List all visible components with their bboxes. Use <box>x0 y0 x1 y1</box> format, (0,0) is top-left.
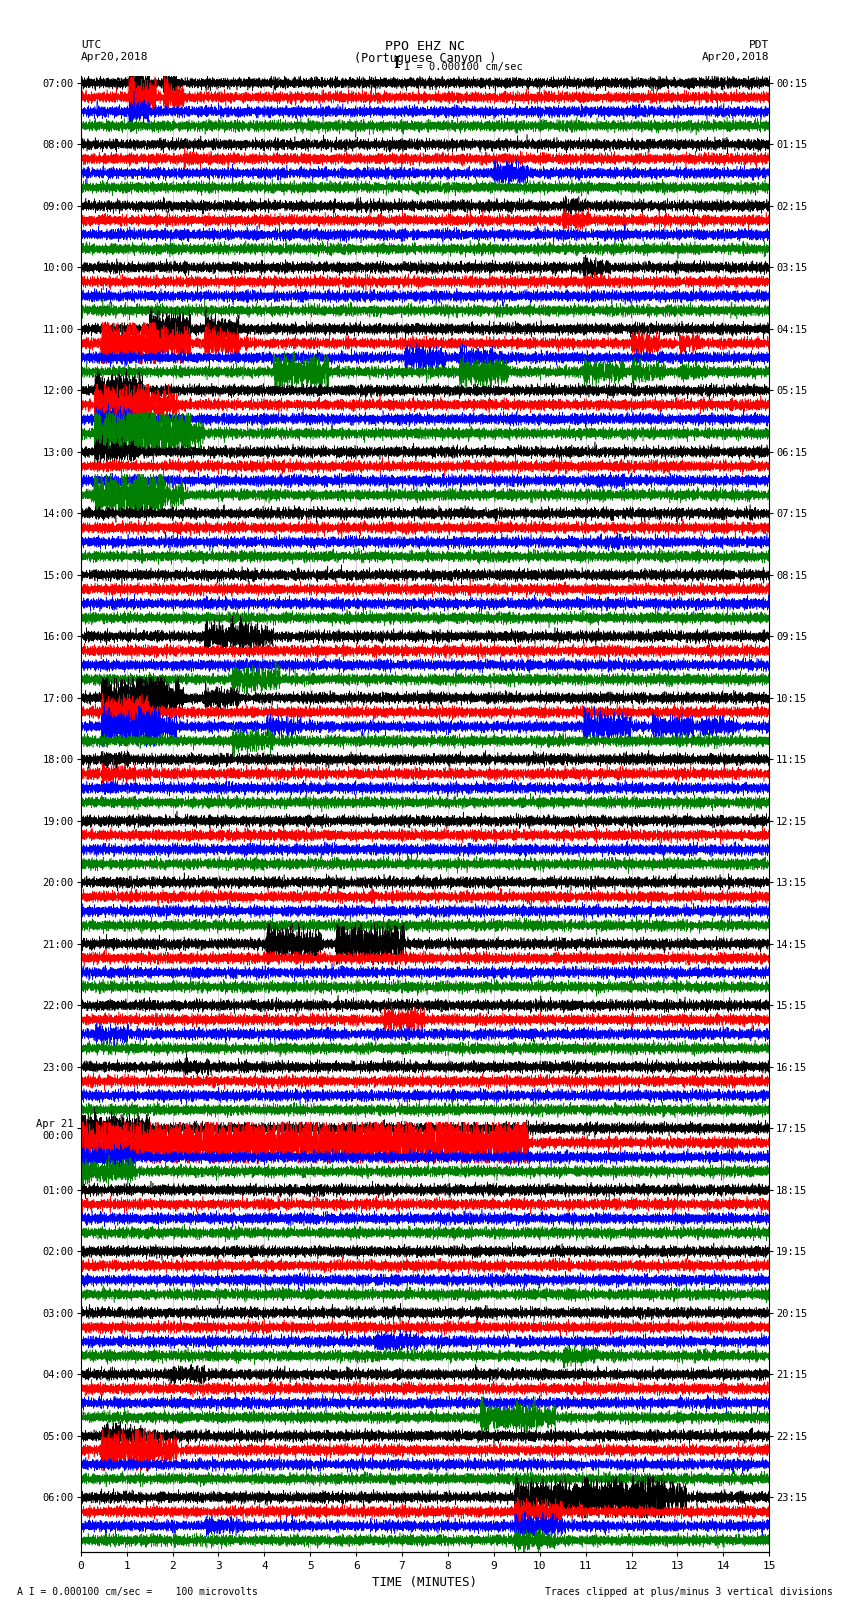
Text: PDT: PDT <box>749 39 769 50</box>
Text: PPO EHZ NC: PPO EHZ NC <box>385 39 465 53</box>
Text: (Portuguese Canyon ): (Portuguese Canyon ) <box>354 52 496 65</box>
Text: I = 0.000100 cm/sec: I = 0.000100 cm/sec <box>404 63 523 73</box>
Text: Apr20,2018: Apr20,2018 <box>81 52 148 61</box>
Text: Traces clipped at plus/minus 3 vertical divisions: Traces clipped at plus/minus 3 vertical … <box>545 1587 833 1597</box>
Text: UTC: UTC <box>81 39 101 50</box>
X-axis label: TIME (MINUTES): TIME (MINUTES) <box>372 1576 478 1589</box>
Text: Apr20,2018: Apr20,2018 <box>702 52 769 61</box>
Text: A I = 0.000100 cm/sec =    100 microvolts: A I = 0.000100 cm/sec = 100 microvolts <box>17 1587 258 1597</box>
